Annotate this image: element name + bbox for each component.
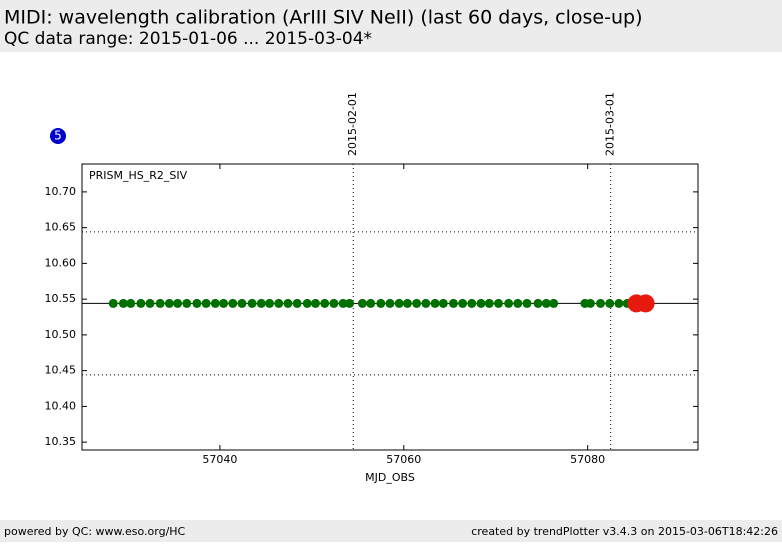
point — [394, 298, 404, 308]
point — [210, 298, 220, 308]
x-tick-label: 57040 — [202, 453, 237, 466]
date-label: 2015-03-01 — [604, 92, 617, 156]
y-tick-label: 10.60 — [45, 256, 77, 269]
y-tick-label: 10.35 — [45, 435, 77, 448]
point — [476, 298, 486, 308]
badge-circle — [50, 128, 66, 144]
point — [596, 298, 606, 308]
y-tick-label: 10.50 — [45, 328, 77, 341]
point — [345, 298, 355, 308]
x-tick-label: 57080 — [570, 453, 605, 466]
point — [302, 298, 312, 308]
point — [484, 298, 494, 308]
point — [192, 298, 202, 308]
y-tick-label: 10.70 — [45, 185, 77, 198]
point — [421, 298, 431, 308]
point — [504, 298, 514, 308]
point — [126, 298, 136, 308]
point — [108, 298, 118, 308]
point — [438, 298, 448, 308]
header-band — [0, 0, 782, 52]
plot-frame — [81, 163, 699, 451]
point — [311, 298, 321, 308]
point — [338, 298, 348, 308]
y-tick-label: 10.65 — [45, 221, 77, 234]
point — [385, 298, 395, 308]
y-tick-label: 10.45 — [45, 364, 77, 377]
footer-right: created by trendPlotter v3.4.3 on 2015-0… — [471, 525, 778, 538]
point — [145, 298, 155, 308]
point — [605, 298, 615, 308]
point — [164, 298, 174, 308]
point — [237, 298, 247, 308]
point — [467, 298, 477, 308]
point — [402, 298, 412, 308]
date-label: 2015-02-01 — [346, 92, 359, 156]
x-axis-label: MJD_OBS — [365, 471, 415, 484]
point — [585, 298, 595, 308]
point — [292, 298, 302, 308]
point — [376, 298, 386, 308]
point — [228, 298, 238, 308]
point — [256, 298, 266, 308]
point — [274, 298, 284, 308]
y-tick-label: 10.55 — [45, 292, 77, 305]
point — [513, 298, 523, 308]
point — [541, 298, 551, 308]
title: MIDI: wavelength calibration (ArIII SIV … — [4, 7, 643, 29]
point — [329, 298, 339, 308]
point — [201, 298, 211, 308]
footer-left: powered by QC: www.eso.org/HC — [4, 525, 186, 538]
point — [155, 298, 165, 308]
point — [522, 298, 532, 308]
point — [448, 298, 458, 308]
point — [182, 298, 192, 308]
point — [320, 298, 330, 308]
point — [357, 298, 367, 308]
point — [118, 298, 128, 308]
point — [636, 294, 655, 313]
point — [247, 298, 257, 308]
point — [265, 298, 275, 308]
annotation: PRISM_HS_R2_SIV — [89, 169, 188, 182]
point — [549, 298, 559, 308]
point — [412, 298, 422, 308]
point — [173, 298, 183, 308]
y-tick-label: 10.40 — [45, 399, 77, 412]
point — [614, 298, 624, 308]
point — [366, 298, 376, 308]
point — [533, 298, 543, 308]
badge: 5 — [54, 129, 62, 143]
x-tick-label: 57060 — [386, 453, 421, 466]
footer-band — [0, 520, 782, 542]
point — [283, 298, 293, 308]
point — [458, 298, 468, 308]
point — [430, 298, 440, 308]
point — [493, 298, 503, 308]
point — [219, 298, 229, 308]
subtitle: QC data range: 2015-01-06 ... 2015-03-04… — [4, 29, 372, 49]
point — [136, 298, 146, 308]
